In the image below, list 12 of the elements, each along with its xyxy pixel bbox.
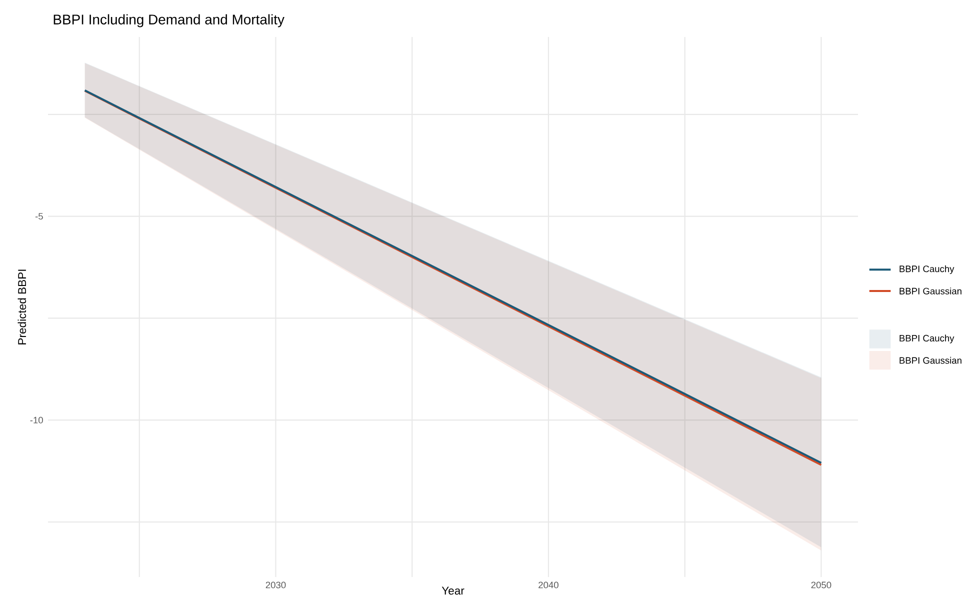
x-tick-label: 2050: [811, 582, 832, 588]
y-tick-label: -10: [30, 416, 43, 424]
y-tick-label: -5: [35, 213, 43, 220]
x-axis-title: Year: [442, 586, 464, 595]
chart-title: BBPI Including Demand and Mortality: [54, 14, 284, 28]
x-tick-label: 2040: [538, 582, 558, 588]
text: BBPI Gaussian: [900, 356, 962, 364]
legend-label: BBPI Gaussian: [900, 288, 962, 294]
y-axis-title: Predicted BBPI: [18, 270, 26, 344]
x-tick-label: 2030: [266, 582, 286, 588]
legend-label: BBPI Cauchy: [900, 265, 954, 274]
text: BBPI Cauchy: [900, 334, 954, 344]
